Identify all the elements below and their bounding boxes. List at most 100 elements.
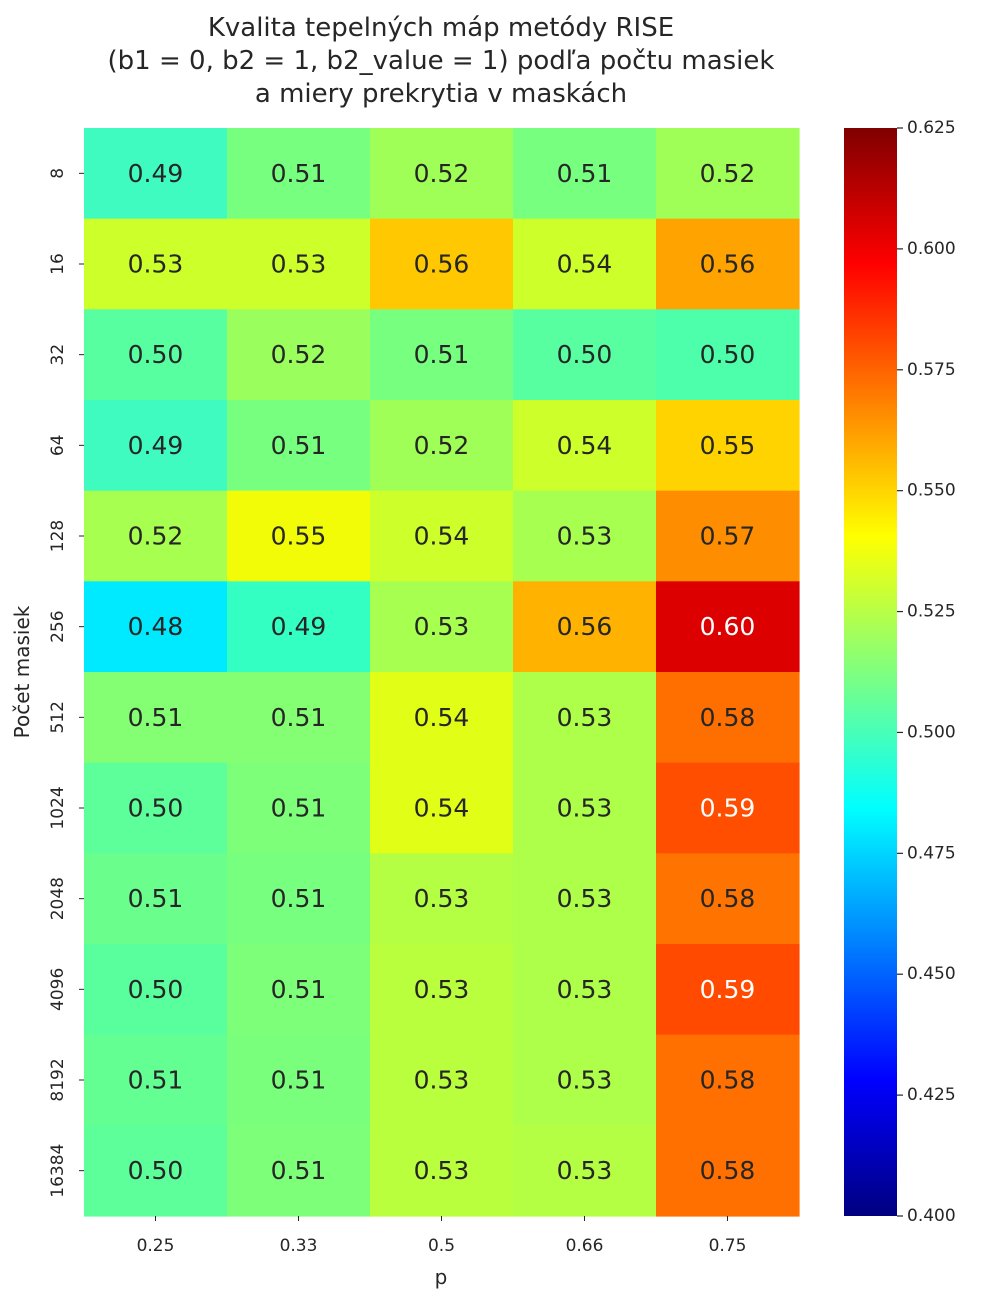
y-tick-label: 256 xyxy=(48,610,68,642)
heatmap-cell xyxy=(513,581,657,673)
heatmap-cell-value: 0.55 xyxy=(271,522,327,551)
colorbar-tick-label: 0.425 xyxy=(907,1085,956,1105)
heatmap-cell-value: 0.50 xyxy=(700,340,756,369)
heatmap-cell-value: 0.53 xyxy=(557,884,613,913)
heatmap-cell xyxy=(84,490,228,582)
heatmap-cell xyxy=(370,1034,514,1126)
heatmap-cell-value: 0.50 xyxy=(128,794,184,823)
heatmap-cell-value: 0.53 xyxy=(557,1066,613,1095)
colorbar-tick-label: 0.500 xyxy=(907,722,956,742)
colorbar-tick-label: 0.525 xyxy=(907,602,956,622)
colorbar-tick-label: 0.450 xyxy=(907,964,956,984)
heatmap-cell-value: 0.53 xyxy=(557,522,613,551)
heatmap-cell-value: 0.51 xyxy=(271,431,327,460)
heatmap-cell-value: 0.56 xyxy=(557,612,613,641)
heatmap-cell-value: 0.51 xyxy=(271,1156,327,1185)
heatmap-cell-value: 0.51 xyxy=(271,794,327,823)
heatmap-cell xyxy=(84,944,228,1036)
heatmap-cell xyxy=(84,762,228,854)
heatmap-cell xyxy=(227,581,371,673)
heatmap-cell-value: 0.53 xyxy=(557,975,613,1004)
heatmap-cell-value: 0.53 xyxy=(414,1066,470,1095)
heatmap-cell xyxy=(84,581,228,673)
x-axis-ticks: 0.25 0.33 0.5 0.66 0.75 xyxy=(137,1216,746,1256)
heatmap-cell-value: 0.51 xyxy=(414,340,470,369)
chart-title-line-3: a miery prekrytia v maskách xyxy=(255,79,627,109)
heatmap-cell xyxy=(656,944,800,1036)
heatmap-cell-value: 0.56 xyxy=(700,250,756,279)
y-tick-label: 32 xyxy=(48,344,68,366)
y-tick-label: 2048 xyxy=(48,877,68,920)
heatmap-cell-value: 0.58 xyxy=(700,1066,756,1095)
heatmap-cell-value: 0.52 xyxy=(414,431,470,460)
heatmap-cell xyxy=(84,853,228,945)
heatmap-cell xyxy=(227,944,371,1036)
heatmap-cell xyxy=(370,762,514,854)
heatmap-cell xyxy=(513,672,657,764)
heatmap-cell xyxy=(227,672,371,764)
heatmap-cell-value: 0.57 xyxy=(700,522,756,551)
heatmap-cell xyxy=(656,1034,800,1126)
y-tick-label: 64 xyxy=(48,435,68,457)
heatmap-cell xyxy=(227,853,371,945)
y-tick-label: 16 xyxy=(48,253,68,275)
heatmap-cell-value: 0.59 xyxy=(700,794,756,823)
y-tick-label: 8192 xyxy=(48,1058,68,1101)
x-tick-label: 0.33 xyxy=(280,1236,318,1256)
heatmap-cell xyxy=(513,218,657,310)
heatmap-cell-value: 0.52 xyxy=(700,159,756,188)
colorbar-tick-label: 0.550 xyxy=(907,481,956,501)
heatmap-cell xyxy=(656,218,800,310)
heatmap-cell xyxy=(656,128,800,220)
y-tick-label: 512 xyxy=(48,701,68,733)
heatmap-cell xyxy=(370,309,514,401)
heatmap-cell xyxy=(656,1125,800,1217)
heatmap-cell-value: 0.59 xyxy=(700,975,756,1004)
heatmap-cell-value: 0.53 xyxy=(414,1156,470,1185)
heatmap-cell-value: 0.51 xyxy=(271,159,327,188)
heatmap-cell xyxy=(370,128,514,220)
heatmap-cell xyxy=(227,400,371,492)
heatmap-cell-value: 0.53 xyxy=(414,975,470,1004)
x-tick-label: 0.25 xyxy=(137,1236,175,1256)
heatmap-cell xyxy=(84,672,228,764)
heatmap-cell xyxy=(513,400,657,492)
y-axis-ticks: 8 16 32 64 128 256 512 1024 2048 4096 8192 16384 xyxy=(48,168,84,1198)
heatmap-cell-value: 0.51 xyxy=(128,703,184,732)
heatmap-cell-value: 0.53 xyxy=(271,250,327,279)
heatmap-cell-value: 0.52 xyxy=(414,159,470,188)
colorbar-tick-label: 0.400 xyxy=(907,1206,956,1226)
heatmap-cell xyxy=(84,128,228,220)
heatmap-cell-value: 0.54 xyxy=(414,794,470,823)
chart-title: Kvalita tepelných máp metódy RISE (b1 = … xyxy=(108,13,775,109)
heatmap-cell xyxy=(513,1034,657,1126)
heatmap-cell xyxy=(656,309,800,401)
heatmap-cell xyxy=(227,128,371,220)
heatmap-cell-value: 0.54 xyxy=(414,522,470,551)
heatmap-cell-value: 0.51 xyxy=(128,884,184,913)
heatmap-cell xyxy=(513,309,657,401)
colorbar xyxy=(844,128,897,1216)
heatmap-cell-value: 0.51 xyxy=(271,884,327,913)
heatmap-cell-value: 0.53 xyxy=(557,1156,613,1185)
heatmap-cell-value: 0.52 xyxy=(128,522,184,551)
heatmap-cell-value: 0.60 xyxy=(700,612,756,641)
heatmap-cell-value: 0.51 xyxy=(271,1066,327,1095)
y-tick-label: 4096 xyxy=(48,968,68,1011)
heatmap-cell-value: 0.49 xyxy=(128,159,184,188)
heatmap-cell xyxy=(370,218,514,310)
heatmap-cell-value: 0.51 xyxy=(271,703,327,732)
heatmap-cell xyxy=(370,490,514,582)
heatmap-cell xyxy=(370,853,514,945)
heatmap-cell xyxy=(84,1125,228,1217)
heatmap-cell xyxy=(227,309,371,401)
heatmap-cell xyxy=(513,490,657,582)
heatmap-cell-value: 0.52 xyxy=(271,340,327,369)
heatmap-cell xyxy=(84,309,228,401)
heatmap-cell xyxy=(513,944,657,1036)
heatmap-cell-value: 0.54 xyxy=(557,431,613,460)
heatmap-cell-value: 0.51 xyxy=(128,1066,184,1095)
heatmap-cell xyxy=(656,672,800,764)
heatmap-cell xyxy=(656,762,800,854)
